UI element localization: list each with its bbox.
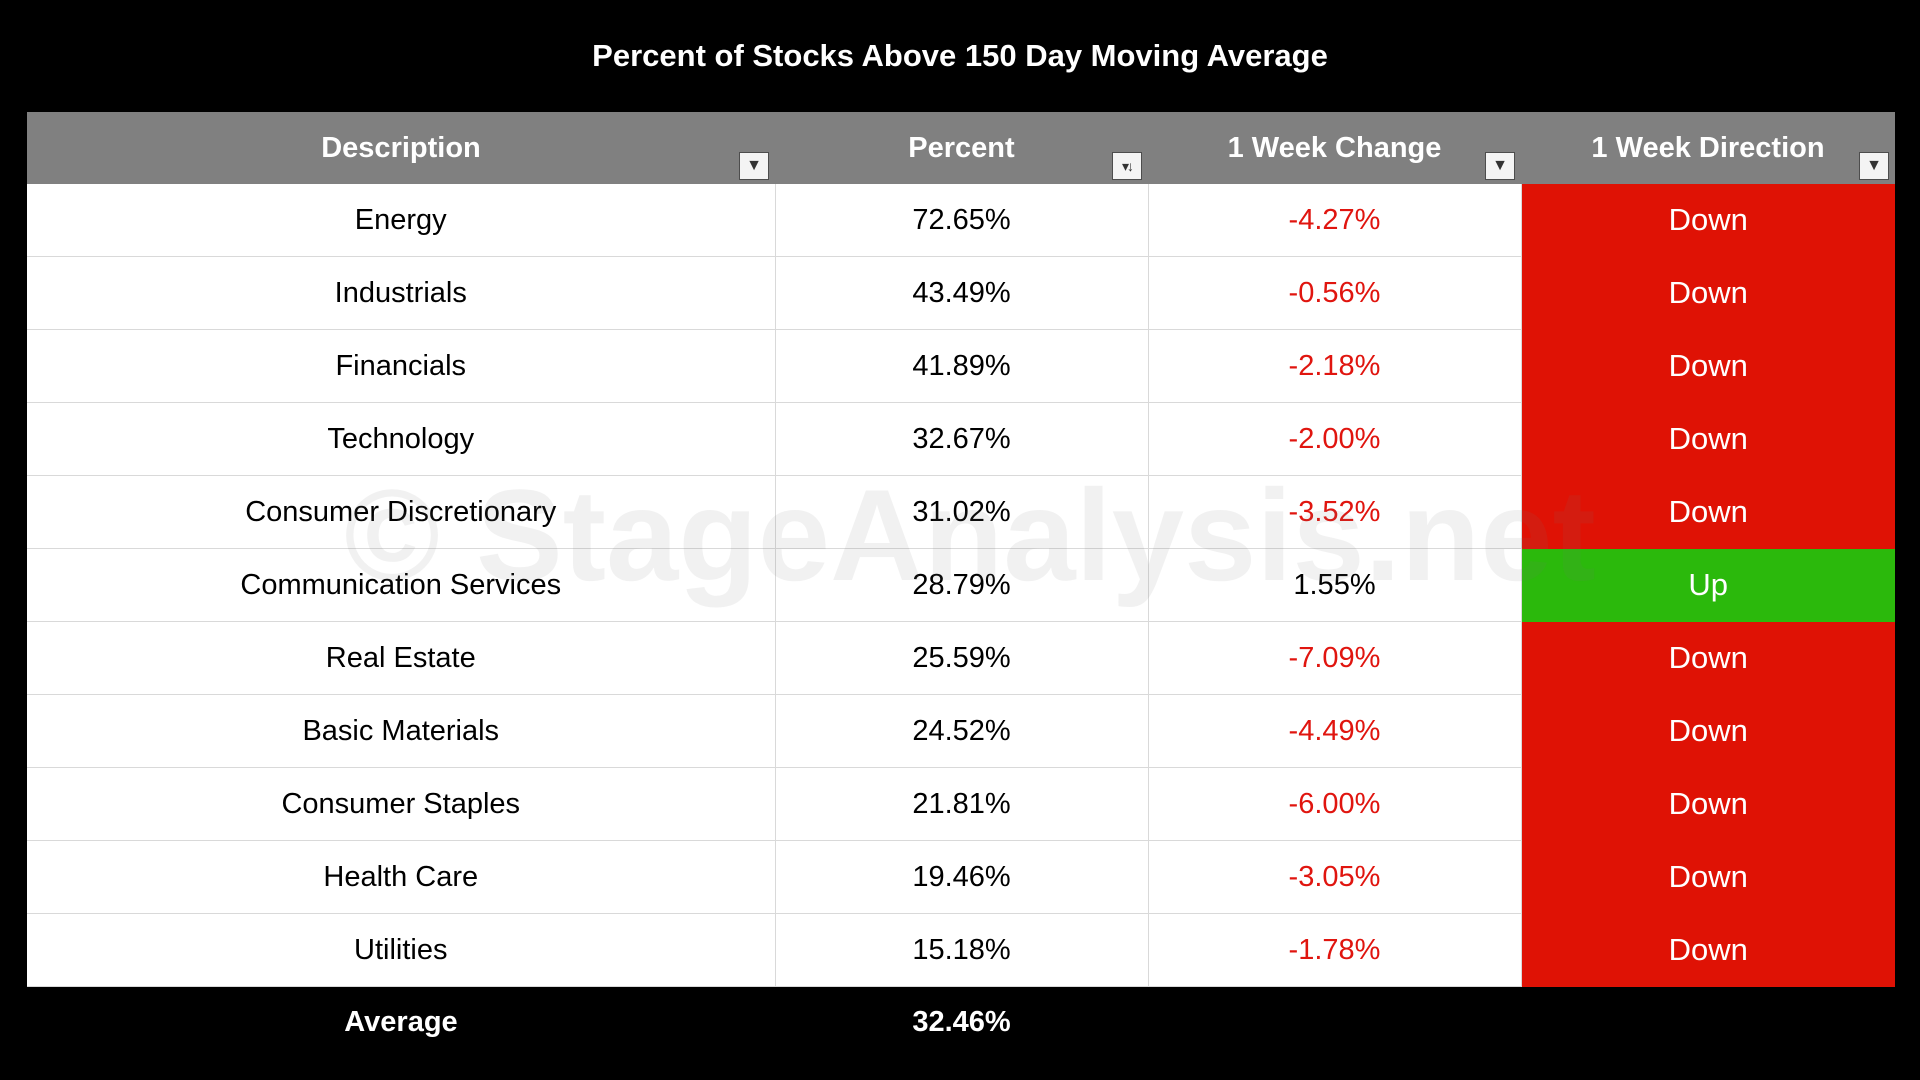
data-table: Description ▼ Percent ▾↓ 1 Week Change ▼… xyxy=(27,112,1895,987)
chart-title: Percent of Stocks Above 150 Day Moving A… xyxy=(592,38,1328,73)
change-cell: -4.27% xyxy=(1148,184,1522,257)
column-header-description: Description ▼ xyxy=(27,112,775,184)
direction-cell: Down xyxy=(1521,694,1895,768)
change-cell: -2.18% xyxy=(1148,329,1522,403)
average-value: 32.46% xyxy=(912,1006,1011,1038)
table-row: Financials 41.89% -2.18% Down xyxy=(27,329,1895,403)
sort-descending-filter-icon[interactable]: ▾↓ xyxy=(1112,152,1142,180)
change-cell: -6.00% xyxy=(1148,767,1522,841)
change-cell: -4.49% xyxy=(1148,694,1522,768)
change-cell: -3.52% xyxy=(1148,475,1522,549)
percent-cell: 28.79% xyxy=(775,548,1149,622)
percent-cell: 41.89% xyxy=(775,329,1149,403)
column-header-label: Description xyxy=(321,131,481,164)
percent-cell: 19.46% xyxy=(775,840,1149,914)
percent-cell: 25.59% xyxy=(775,621,1149,695)
direction-cell: Up xyxy=(1521,548,1895,622)
filter-dropdown-icon[interactable]: ▼ xyxy=(1859,152,1889,180)
percent-cell: 43.49% xyxy=(775,256,1149,330)
column-header-label: 1 Week Direction xyxy=(1591,131,1825,164)
header-row: Description ▼ Percent ▾↓ 1 Week Change ▼… xyxy=(27,112,1895,184)
table-row: Utilities 15.18% -1.78% Down xyxy=(27,913,1895,987)
filter-dropdown-icon[interactable]: ▼ xyxy=(739,152,769,180)
direction-cell: Down xyxy=(1521,329,1895,403)
percent-cell: 15.18% xyxy=(775,913,1149,987)
percent-cell: 24.52% xyxy=(775,694,1149,768)
table-row: Consumer Discretionary 31.02% -3.52% Down xyxy=(27,475,1895,549)
table-row: Technology 32.67% -2.00% Down xyxy=(27,402,1895,476)
table-row: Health Care 19.46% -3.05% Down xyxy=(27,840,1895,914)
direction-cell: Down xyxy=(1521,475,1895,549)
direction-cell: Down xyxy=(1521,621,1895,695)
percent-cell: 72.65% xyxy=(775,184,1149,257)
description-cell: Basic Materials xyxy=(27,694,776,768)
description-cell: Technology xyxy=(27,402,776,476)
column-header-percent: Percent ▾↓ xyxy=(775,112,1148,184)
table-body: Energy 72.65% -4.27% Down Industrials 43.49% -… xyxy=(27,184,1895,987)
direction-cell: Down xyxy=(1521,402,1895,476)
percent-cell: 31.02% xyxy=(775,475,1149,549)
change-cell: -1.78% xyxy=(1148,913,1522,987)
percent-cell: 21.81% xyxy=(775,767,1149,841)
change-cell: -0.56% xyxy=(1148,256,1522,330)
direction-cell: Down xyxy=(1521,767,1895,841)
direction-cell: Down xyxy=(1521,184,1895,257)
description-cell: Health Care xyxy=(27,840,776,914)
change-cell: 1.55% xyxy=(1148,548,1522,622)
column-header-direction: 1 Week Direction ▼ xyxy=(1521,112,1895,184)
average-label: Average xyxy=(344,1006,458,1038)
description-cell: Energy xyxy=(27,184,776,257)
description-cell: Consumer Staples xyxy=(27,767,776,841)
percent-cell: 32.67% xyxy=(775,402,1149,476)
description-cell: Consumer Discretionary xyxy=(27,475,776,549)
description-cell: Real Estate xyxy=(27,621,776,695)
column-header-change: 1 Week Change ▼ xyxy=(1148,112,1521,184)
direction-cell: Down xyxy=(1521,840,1895,914)
description-cell: Industrials xyxy=(27,256,776,330)
description-cell: Financials xyxy=(27,329,776,403)
table-row: Communication Services 28.79% 1.55% Up xyxy=(27,548,1895,622)
direction-cell: Down xyxy=(1521,256,1895,330)
description-cell: Utilities xyxy=(27,913,776,987)
description-cell: Communication Services xyxy=(27,548,776,622)
average-row: Average 32.46% xyxy=(27,986,1895,1058)
table-row: Consumer Staples 21.81% -6.00% Down xyxy=(27,767,1895,841)
table-row: Energy 72.65% -4.27% Down xyxy=(27,184,1895,257)
column-header-label: Percent xyxy=(908,131,1015,164)
direction-cell: Down xyxy=(1521,913,1895,987)
change-cell: -2.00% xyxy=(1148,402,1522,476)
filter-dropdown-icon[interactable]: ▼ xyxy=(1485,152,1515,180)
table-row: Real Estate 25.59% -7.09% Down xyxy=(27,621,1895,695)
table-row: Industrials 43.49% -0.56% Down xyxy=(27,256,1895,330)
change-cell: -7.09% xyxy=(1148,621,1522,695)
table-row: Basic Materials 24.52% -4.49% Down xyxy=(27,694,1895,768)
change-cell: -3.05% xyxy=(1148,840,1522,914)
column-header-label: 1 Week Change xyxy=(1227,131,1442,164)
